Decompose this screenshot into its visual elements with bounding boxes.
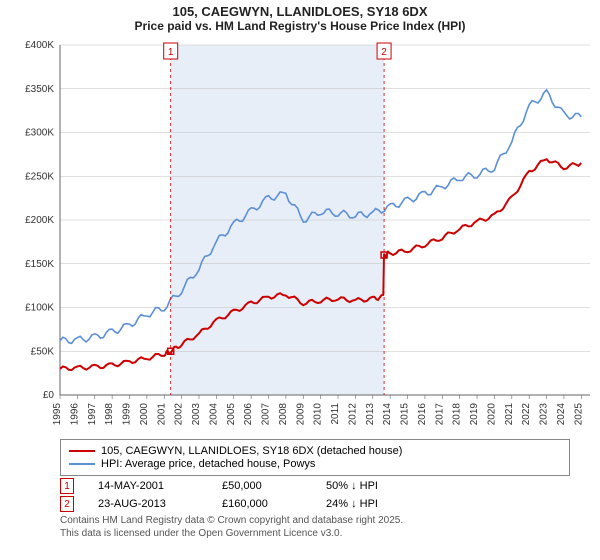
svg-text:2007: 2007	[261, 403, 272, 426]
svg-text:2010: 2010	[313, 403, 324, 426]
svg-text:£350K: £350K	[25, 84, 54, 95]
svg-text:£150K: £150K	[25, 259, 54, 270]
svg-text:1: 1	[168, 47, 174, 58]
svg-text:2002: 2002	[174, 403, 185, 426]
svg-text:2008: 2008	[278, 403, 289, 426]
sale-row: 2 23-AUG-2013 £160,000 24% ↓ HPI	[60, 496, 570, 512]
footnote-line: This data is licensed under the Open Gov…	[60, 527, 570, 540]
sale-price: £160,000	[222, 498, 302, 510]
sale-price: £50,000	[222, 480, 302, 492]
svg-text:2019: 2019	[469, 403, 480, 426]
svg-text:2003: 2003	[191, 403, 202, 426]
svg-text:2001: 2001	[156, 403, 167, 426]
footnote: Contains HM Land Registry data © Crown c…	[60, 514, 570, 540]
svg-text:£0: £0	[43, 390, 55, 401]
sale-date: 14-MAY-2001	[98, 480, 198, 492]
title-sub: Price paid vs. HM Land Registry's House …	[0, 19, 600, 33]
svg-text:2014: 2014	[382, 403, 393, 426]
svg-text:2018: 2018	[452, 403, 463, 426]
svg-text:1997: 1997	[87, 403, 98, 426]
svg-text:£50K: £50K	[31, 346, 55, 357]
svg-text:2: 2	[381, 47, 387, 58]
svg-text:£400K: £400K	[25, 40, 54, 51]
svg-text:1998: 1998	[104, 403, 115, 426]
sale-marker: 2	[60, 496, 74, 512]
svg-text:2025: 2025	[573, 403, 584, 426]
svg-text:2004: 2004	[208, 403, 219, 426]
svg-text:2000: 2000	[139, 403, 150, 426]
legend-box: 105, CAEGWYN, LLANIDLOES, SY18 6DX (deta…	[60, 439, 570, 476]
svg-text:2006: 2006	[243, 403, 254, 426]
title-address: 105, CAEGWYN, LLANIDLOES, SY18 6DX	[0, 4, 600, 19]
svg-text:£300K: £300K	[25, 128, 54, 139]
svg-text:2017: 2017	[434, 403, 445, 426]
svg-text:2016: 2016	[417, 403, 428, 426]
svg-text:1995: 1995	[52, 403, 63, 426]
svg-text:2024: 2024	[556, 403, 567, 426]
svg-text:£100K: £100K	[25, 303, 54, 314]
svg-text:2023: 2023	[539, 403, 550, 426]
legend-label: HPI: Average price, detached house, Powy…	[101, 458, 315, 470]
sale-row: 1 14-MAY-2001 £50,000 50% ↓ HPI	[60, 478, 570, 494]
sale-delta: 24% ↓ HPI	[326, 498, 378, 510]
svg-text:2015: 2015	[400, 403, 411, 426]
chart-area: £0 £50K £100K £150K £200K £250K £300K £350K £400…	[0, 35, 600, 435]
svg-text:£200K: £200K	[25, 215, 54, 226]
legend-swatch	[69, 450, 95, 452]
svg-text:2009: 2009	[295, 403, 306, 426]
svg-text:2022: 2022	[521, 403, 532, 426]
svg-text:2005: 2005	[226, 403, 237, 426]
sale-date: 23-AUG-2013	[98, 498, 198, 510]
chart-titles: 105, CAEGWYN, LLANIDLOES, SY18 6DX Price…	[0, 0, 600, 35]
svg-text:1996: 1996	[69, 403, 80, 426]
sale-marker: 1	[60, 478, 74, 494]
legend-item: 105, CAEGWYN, LLANIDLOES, SY18 6DX (deta…	[69, 445, 561, 457]
legend-swatch	[69, 463, 95, 465]
legend-item: HPI: Average price, detached house, Powy…	[69, 458, 561, 470]
svg-text:£250K: £250K	[25, 171, 54, 182]
sales-table: 1 14-MAY-2001 £50,000 50% ↓ HPI 2 23-AUG…	[60, 478, 570, 512]
svg-text:2021: 2021	[504, 403, 515, 426]
line-chart-svg: £0 £50K £100K £150K £200K £250K £300K £350K £400…	[0, 35, 600, 435]
footnote-line: Contains HM Land Registry data © Crown c…	[60, 514, 570, 527]
svg-text:1999: 1999	[122, 403, 133, 426]
legend-label: 105, CAEGWYN, LLANIDLOES, SY18 6DX (deta…	[101, 445, 402, 457]
svg-text:2011: 2011	[330, 403, 341, 425]
svg-text:2020: 2020	[486, 403, 497, 426]
sale-delta: 50% ↓ HPI	[326, 480, 378, 492]
svg-text:2013: 2013	[365, 403, 376, 426]
svg-text:2012: 2012	[347, 403, 358, 426]
